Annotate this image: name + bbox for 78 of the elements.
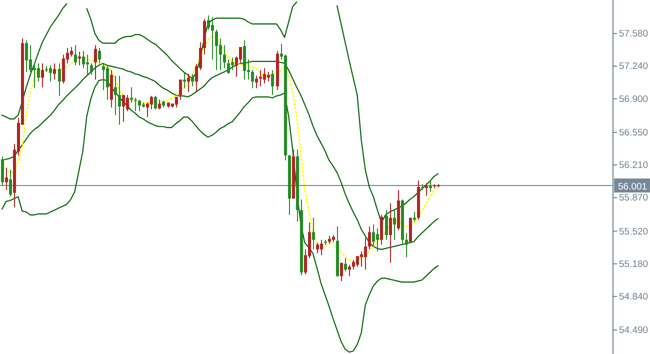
candlestick — [158, 99, 161, 110]
candlestick — [74, 44, 77, 66]
candlestick — [138, 99, 141, 112]
candlestick — [114, 75, 117, 116]
candlestick — [405, 232, 408, 258]
candlestick — [389, 202, 392, 264]
ref-line-label: 56.001 — [618, 182, 648, 192]
candlestick — [364, 237, 367, 270]
candlestick — [263, 68, 266, 84]
candlestick — [348, 264, 351, 277]
candlestick — [344, 258, 347, 272]
candlestick — [356, 256, 359, 268]
candlestick — [376, 228, 379, 252]
candlestick — [372, 224, 375, 248]
candlestick — [183, 72, 186, 89]
candlestick — [251, 70, 254, 89]
candlestick — [126, 94, 129, 112]
candlestick — [191, 73, 194, 87]
candlestick — [271, 70, 274, 96]
y-tick-label: 56.900 — [619, 94, 648, 105]
candlestick — [340, 262, 343, 282]
candlestick — [211, 16, 214, 60]
candlestick — [154, 95, 157, 110]
candlestick — [86, 54, 89, 76]
candlestick — [150, 95, 153, 110]
candlestick — [94, 44, 97, 80]
candlestick — [134, 97, 137, 112]
candlestick — [25, 40, 28, 72]
candlestick — [368, 226, 371, 250]
candlestick — [255, 75, 258, 89]
candlestick — [215, 29, 218, 71]
candlestick — [62, 54, 65, 84]
y-tick-label: 55.520 — [619, 226, 648, 238]
y-tick-label: 55.870 — [619, 192, 648, 204]
candlestick — [259, 70, 262, 87]
candlestick — [187, 73, 190, 93]
candlestick — [393, 210, 396, 240]
y-tick-label: 54.490 — [619, 325, 648, 336]
y-tick-label: 57.240 — [619, 61, 648, 72]
candlestick — [102, 62, 105, 91]
candlestick — [385, 210, 388, 240]
candlestick — [33, 62, 36, 89]
candlestick — [5, 167, 8, 190]
candlestick — [239, 46, 242, 63]
candlestick — [316, 242, 319, 254]
candlestick — [380, 214, 383, 246]
candlestick — [179, 79, 182, 100]
y-tick-label: 56.550 — [619, 127, 648, 138]
candlestick — [41, 62, 44, 88]
candlestick — [320, 239, 323, 256]
candlestick — [360, 250, 363, 268]
candlestick — [429, 180, 432, 192]
candlestick — [312, 217, 315, 250]
candlestick — [9, 169, 12, 198]
candlestick — [37, 62, 40, 82]
candlestick — [106, 64, 109, 100]
y-tick-label: 55.180 — [619, 258, 648, 270]
candlestick — [70, 46, 73, 58]
y-tick-label: 56.210 — [619, 160, 648, 172]
candlestick — [130, 86, 133, 104]
candlestick — [82, 50, 85, 69]
y-tick-label: 57.580 — [619, 28, 648, 40]
candlestick — [1, 156, 4, 186]
candlestick — [90, 62, 93, 76]
candlestick — [78, 51, 81, 66]
candlestick — [425, 182, 428, 196]
candlestick — [58, 62, 61, 96]
candlestick — [223, 44, 226, 69]
candlestick — [29, 44, 32, 72]
candlestick — [122, 94, 125, 122]
candlestick — [98, 47, 101, 64]
candlestick — [49, 64, 52, 82]
candlestick — [118, 75, 121, 126]
candlestick — [53, 62, 56, 80]
y-tick-label: 54.840 — [619, 291, 648, 302]
candlestick — [227, 58, 230, 74]
candlestick — [352, 259, 355, 270]
candlestick — [207, 14, 210, 30]
